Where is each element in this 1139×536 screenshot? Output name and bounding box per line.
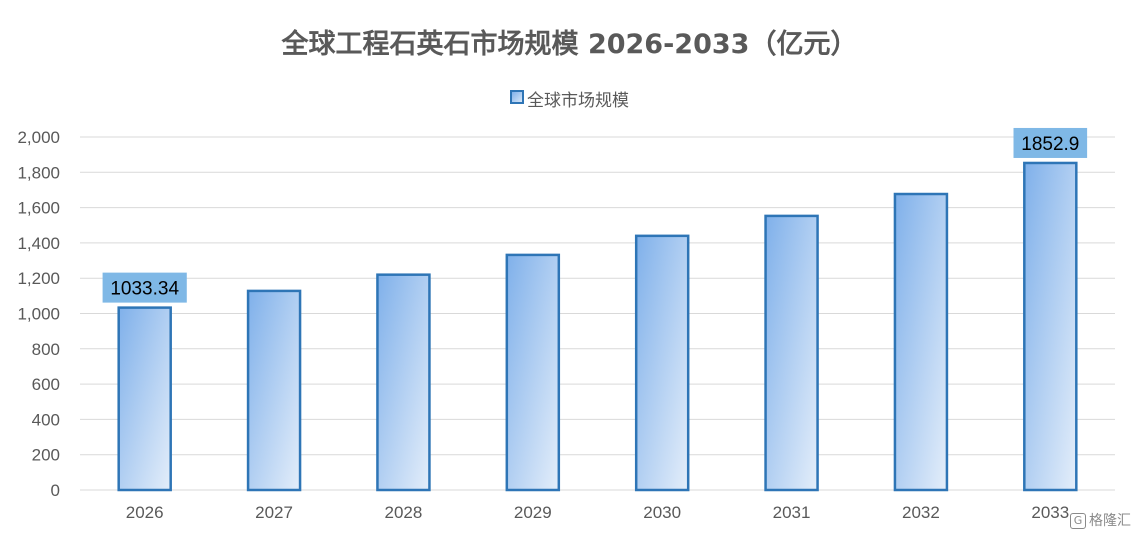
x-tick-label: 2032 <box>902 503 940 522</box>
y-tick-label: 1,400 <box>17 234 60 253</box>
y-tick-label: 2,000 <box>17 128 60 147</box>
y-tick-label: 200 <box>32 446 60 465</box>
legend: 全球市场规模 <box>0 86 1139 111</box>
bar-2028 <box>376 273 431 492</box>
y-tick-label: 1,200 <box>17 269 60 288</box>
bar-2029 <box>505 253 561 492</box>
x-tick-label: 2028 <box>385 503 423 522</box>
y-tick-label: 0 <box>51 481 60 500</box>
y-tick-label: 800 <box>32 340 60 359</box>
x-tick-label: 2030 <box>643 503 681 522</box>
chart-title: 全球工程石英石市场规模 2026-2033（亿元） <box>281 29 858 60</box>
y-tick-label: 1,800 <box>17 163 60 182</box>
bar-2027 <box>246 289 302 492</box>
bar-2030 <box>634 234 690 492</box>
x-tick-label: 2031 <box>773 503 811 522</box>
data-label-box <box>1013 127 1088 158</box>
legend-swatch <box>510 89 524 104</box>
y-tick-label: 1,600 <box>17 199 60 218</box>
watermark: G 格隆汇 <box>1070 510 1131 530</box>
y-tick-label: 600 <box>32 375 60 394</box>
data-label: 1852.9 <box>1021 134 1079 155</box>
x-tick-label: 2033 <box>1031 503 1069 522</box>
bar-2026 <box>117 306 172 492</box>
x-tick-label: 2029 <box>514 503 552 522</box>
y-tick-label: 1,000 <box>17 305 60 324</box>
g-logo-icon: G <box>1070 513 1086 529</box>
legend-label: 全球市场规模 <box>527 91 629 111</box>
data-label-box <box>102 272 187 303</box>
x-tick-label: 2027 <box>255 503 293 522</box>
x-tick-label: 2026 <box>126 503 164 522</box>
watermark-text: 格隆汇 <box>1089 513 1131 529</box>
bar-2033 <box>1023 161 1078 492</box>
bar-2031 <box>764 214 819 492</box>
bar-2032 <box>893 192 949 492</box>
data-label: 1033.34 <box>110 279 179 300</box>
y-tick-label: 400 <box>32 410 60 429</box>
